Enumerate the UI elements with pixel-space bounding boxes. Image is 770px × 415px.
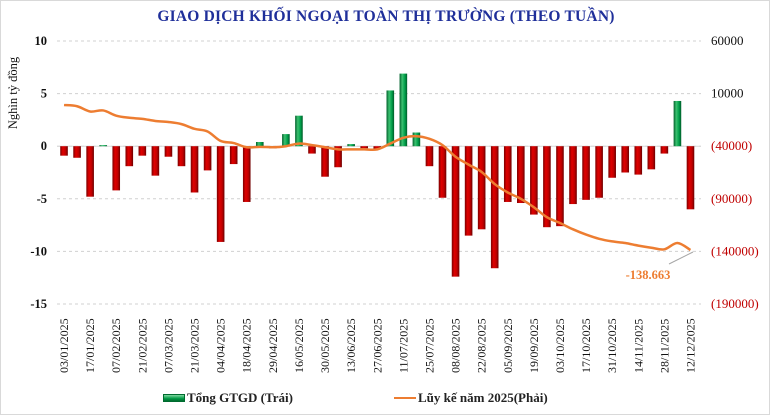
x-tick-label: 29/04/2025	[266, 318, 280, 373]
annotation-leader-line	[668, 251, 694, 265]
x-tick-label: 07/03/2025	[161, 318, 175, 373]
x-tick-label: 22/08/2025	[475, 318, 489, 373]
x-tick-label: 28/11/2025	[657, 319, 671, 373]
y-axis-left-label: Nghìn tỷ đồng	[6, 56, 20, 129]
y-left-tick-label: -15	[30, 297, 47, 311]
x-tick-label: 08/08/2025	[449, 318, 463, 373]
x-tick-label: 11/07/2025	[396, 319, 410, 373]
bar-week	[464, 146, 473, 236]
bar-week	[386, 90, 395, 147]
bar-week	[608, 146, 616, 178]
bar-week	[203, 146, 212, 171]
y-right-tick-label: 60000	[711, 33, 744, 48]
legend-item-line: Lũy kế năm 2025(Phải)	[394, 390, 548, 406]
legend: Tổng GTGD (Trái) Lũy kế năm 2025(Phải)	[1, 390, 769, 410]
x-tick-label: 17/01/2025	[83, 318, 97, 373]
x-tick-label: 19/09/2025	[527, 318, 541, 373]
legend-bar-swatch-icon	[163, 394, 185, 402]
bar-week	[556, 146, 564, 227]
x-tick-label: 13/06/2025	[344, 318, 358, 373]
x-tick-label: 05/09/2025	[501, 318, 515, 373]
bar-week	[334, 146, 342, 168]
y-left-tick-label: -5	[37, 192, 47, 206]
x-tick-label: 30/05/2025	[318, 318, 332, 373]
x-tick-label: 07/02/2025	[109, 318, 123, 373]
x-tick-label: 31/10/2025	[605, 318, 619, 373]
x-tick-label: 14/11/2025	[631, 319, 645, 373]
x-tick-label: 17/10/2025	[579, 318, 593, 373]
bar-week	[373, 146, 382, 150]
y-left-tick-label: 10	[35, 34, 48, 48]
bar-week	[60, 146, 68, 156]
bar-week	[86, 146, 94, 197]
x-tick-label: 27/06/2025	[370, 318, 384, 373]
x-tick-label: 04/04/2025	[214, 318, 228, 373]
bar-week	[360, 146, 368, 149]
bar-week	[647, 146, 656, 170]
bar-week	[125, 146, 134, 167]
bar-week	[673, 100, 682, 147]
bar-week	[543, 146, 551, 228]
x-tick-label: 03/01/2025	[57, 318, 71, 373]
bar-week	[438, 146, 447, 198]
x-tick-label: 25/07/2025	[422, 318, 436, 373]
bar-week	[569, 146, 577, 205]
y-right-tick-label: (190000)	[711, 296, 759, 311]
bar-week	[321, 146, 329, 177]
x-tick-label: 16/05/2025	[292, 318, 306, 373]
legend-label-bars: Tổng GTGD (Trái)	[187, 390, 293, 405]
x-tick-label: 21/02/2025	[135, 318, 149, 373]
bar-week	[151, 146, 160, 176]
bar-week	[621, 146, 630, 173]
bar-week	[347, 144, 355, 147]
bar-week	[503, 146, 512, 202]
x-tick-label: 18/04/2025	[240, 318, 254, 373]
y-left-tick-label: 0	[41, 139, 47, 153]
bar-week	[477, 146, 486, 230]
x-tick-label: 12/12/2025	[683, 318, 697, 373]
y-right-tick-label: 10000	[711, 86, 744, 101]
bar-week	[308, 146, 316, 154]
bar-week	[242, 146, 251, 202]
bar-week	[399, 73, 408, 147]
bar-week	[255, 141, 264, 147]
bar-week	[99, 145, 107, 147]
bar-week	[595, 146, 603, 198]
bar-week	[425, 146, 434, 167]
y-right-tick-label: (40000)	[711, 138, 752, 153]
bar-week	[229, 146, 238, 165]
bar-week	[660, 146, 669, 154]
bar-week	[112, 146, 121, 191]
x-tick-label: 03/10/2025	[553, 318, 567, 373]
bar-week	[530, 146, 538, 215]
y-right-tick-label: (140000)	[711, 243, 759, 258]
bar-week	[282, 134, 290, 147]
annotation-label: -138.663	[626, 268, 671, 282]
bar-week	[73, 146, 81, 158]
y-right-tick-label: (90000)	[711, 191, 752, 206]
bar-week	[490, 146, 499, 269]
bar-week	[634, 146, 643, 175]
bar-week	[164, 146, 173, 157]
bar-week	[582, 146, 590, 200]
legend-label-line: Lũy kế năm 2025(Phải)	[418, 390, 548, 405]
y-left-tick-label: -10	[30, 244, 47, 258]
bar-week	[190, 146, 199, 193]
bar-week	[216, 146, 225, 242]
y-left-tick-label: 5	[41, 87, 47, 101]
bar-week	[686, 146, 695, 210]
chart-title: GIAO DỊCH KHỐI NGOẠI TOÀN THỊ TRƯỜNG (TH…	[157, 8, 615, 25]
bar-week	[138, 146, 147, 156]
bar-week	[412, 132, 421, 147]
legend-item-bars: Tổng GTGD (Trái)	[163, 390, 293, 406]
bar-week	[517, 146, 525, 204]
bar-week	[177, 146, 186, 167]
legend-line-swatch-icon	[394, 396, 416, 400]
bar-week	[451, 146, 460, 277]
bar-week	[295, 115, 303, 147]
x-tick-label: 21/03/2025	[188, 318, 202, 373]
